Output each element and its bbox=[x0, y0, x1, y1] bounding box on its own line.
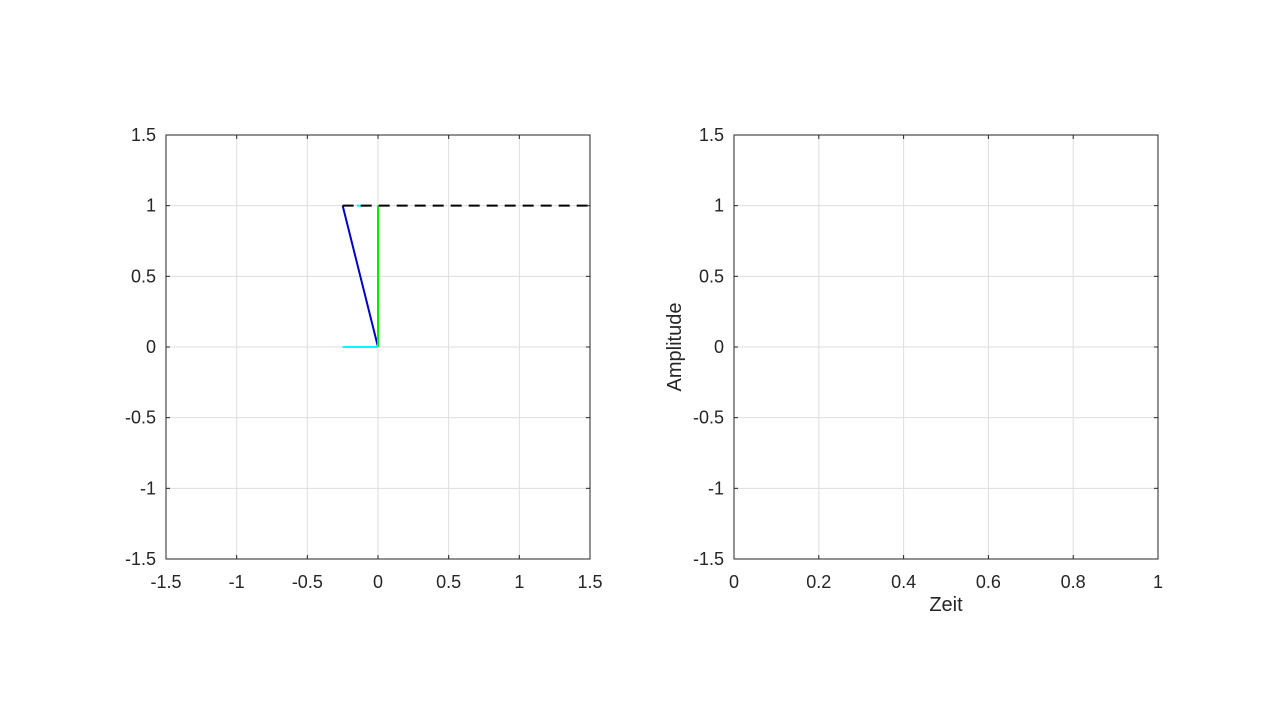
x-tick-label: 0.4 bbox=[891, 572, 916, 592]
right-plot-ticks bbox=[733, 134, 1159, 560]
x-tick-label: 0 bbox=[373, 572, 383, 592]
x-tick-label: 0.8 bbox=[1061, 572, 1086, 592]
y-tick-label: 0 bbox=[714, 337, 724, 357]
y-tick-label: -1 bbox=[708, 478, 724, 498]
left-plot-series bbox=[341, 204, 590, 348]
x-tick-label: 1 bbox=[1153, 572, 1163, 592]
y-tick-label: 1.5 bbox=[699, 125, 724, 145]
y-tick-label: 1.5 bbox=[131, 125, 156, 145]
x-tick-label: 0.6 bbox=[976, 572, 1001, 592]
right-plot-tick-labels: 0 0.2 0.4 0.6 0.8 1 -1.5 -1 -0.5 0 0.5 1 1.5 bbox=[693, 125, 1163, 592]
left-plot-tick-labels: -1.5 -1 -0.5 0 0.5 1 1.5 -1.5 -1 -0.5 0 0.5 1 1.5 bbox=[125, 125, 603, 592]
x-tick-label: 0.5 bbox=[436, 572, 461, 592]
x-tick-label: -0.5 bbox=[292, 572, 323, 592]
x-tick-label: -1.5 bbox=[150, 572, 181, 592]
x-tick-label: 0.2 bbox=[806, 572, 831, 592]
y-tick-label: 0 bbox=[146, 337, 156, 357]
y-tick-label: -0.5 bbox=[125, 408, 156, 428]
x-tick-label: 0 bbox=[729, 572, 739, 592]
right-plot-ylabel: Amplitude bbox=[664, 303, 686, 392]
series-line-0 bbox=[341, 205, 379, 348]
left-plot-ticks bbox=[165, 134, 591, 560]
y-tick-label: -1.5 bbox=[125, 549, 156, 569]
y-tick-label: 1 bbox=[146, 196, 156, 216]
y-tick-label: -1 bbox=[140, 478, 156, 498]
right-plot-xlabel: Zeit bbox=[929, 594, 963, 616]
y-tick-label: -1.5 bbox=[693, 549, 724, 569]
y-tick-label: 0.5 bbox=[131, 266, 156, 286]
y-tick-label: 1 bbox=[714, 196, 724, 216]
x-tick-label: -1 bbox=[229, 572, 245, 592]
y-tick-label: 0.5 bbox=[699, 266, 724, 286]
left-plot: -1.5 -1 -0.5 0 0.5 1 1.5 -1.5 -1 -0.5 0 0.5 1 1.5 bbox=[125, 125, 603, 592]
right-plot: 0 0.2 0.4 0.6 0.8 1 -1.5 -1 -0.5 0 0.5 1 1.5 Zeit Am… bbox=[664, 125, 1163, 616]
y-tick-label: -0.5 bbox=[693, 408, 724, 428]
x-tick-label: 1.5 bbox=[577, 572, 602, 592]
x-tick-label: 1 bbox=[514, 572, 524, 592]
